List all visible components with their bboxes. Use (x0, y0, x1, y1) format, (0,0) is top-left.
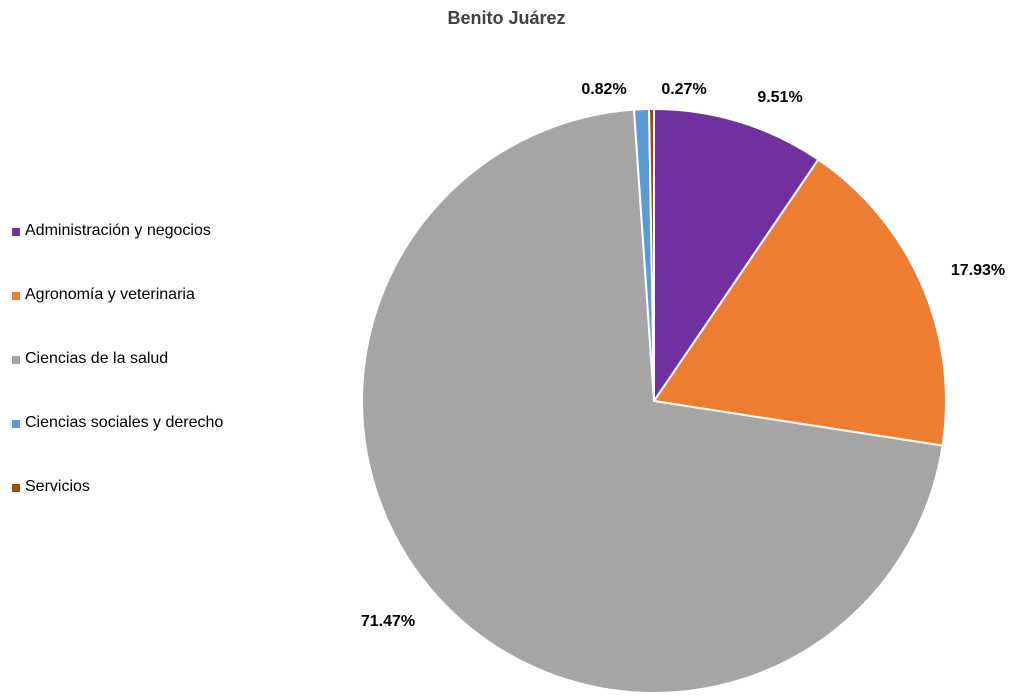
legend: Administración y negocios Agronomía y vet… (12, 222, 223, 542)
legend-item: Ciencias sociales y derecho (12, 414, 223, 478)
pie-slice (361, 108, 944, 694)
pie-slice (648, 107, 655, 402)
legend-item: Ciencias de la salud (12, 350, 223, 414)
legend-label: Servicios (25, 478, 90, 495)
legend-swatch (12, 420, 20, 428)
data-label: 0.82% (581, 81, 626, 98)
legend-label: Ciencias de la salud (25, 350, 169, 367)
legend-swatch (12, 484, 20, 492)
legend-label: Administración y negocios (25, 222, 211, 239)
pie-slice (652, 158, 947, 447)
pie-slice (653, 107, 820, 405)
legend-swatch (12, 292, 20, 300)
data-label: 17.93% (951, 262, 1005, 279)
legend-item: Servicios (12, 478, 223, 542)
data-label: 9.51% (757, 89, 802, 106)
legend-label: Ciencias sociales y derecho (25, 414, 224, 431)
legend-swatch (12, 356, 20, 364)
chart-title: Benito Juárez (447, 8, 566, 28)
legend-swatch (12, 228, 20, 236)
legend-item: Agronomía y veterinaria (12, 286, 223, 350)
data-label: 71.47% (361, 613, 415, 630)
legend-item: Administración y negocios (12, 222, 223, 286)
legend-label: Agronomía y veterinaria (25, 286, 195, 303)
data-label: 0.27% (661, 81, 706, 98)
